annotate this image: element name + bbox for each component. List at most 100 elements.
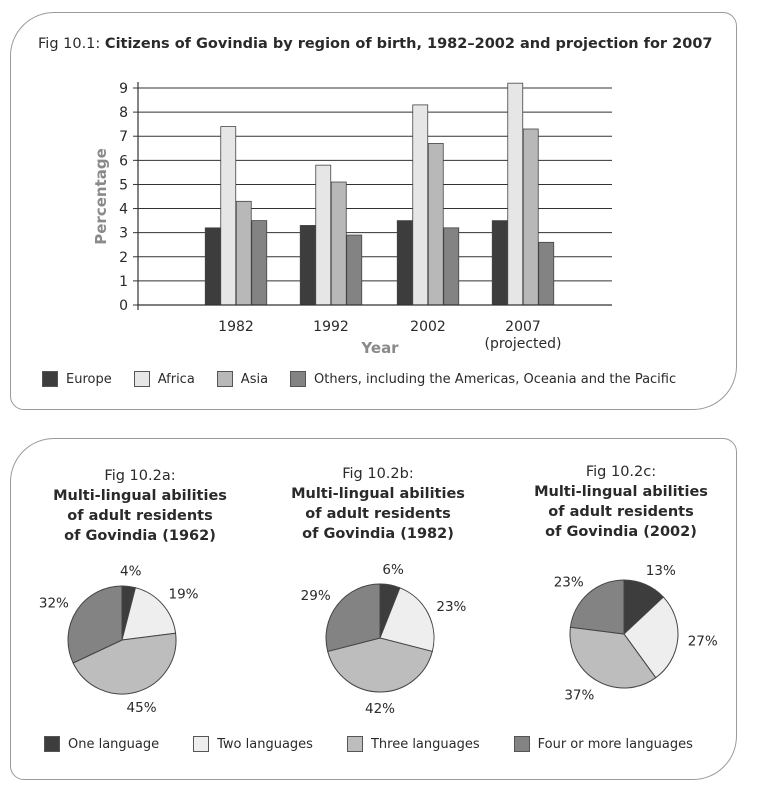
legend-label-europe: Europe	[66, 371, 112, 387]
pie-a-slice-three	[72, 632, 177, 695]
bar-others-2002	[443, 227, 460, 306]
y-tick-label: 6	[119, 153, 128, 169]
x-tick-label: 2007	[505, 319, 541, 335]
pie-a-slice-four	[67, 585, 123, 664]
pie-b-title-line-3: of Govindia (1982)	[302, 526, 454, 542]
legend-item-others: Others, including the Americas, Oceania …	[290, 371, 676, 387]
x-tick-label: 2002	[410, 319, 446, 335]
bar-others-2007	[538, 241, 555, 306]
pie-legend-item-three: Three languages	[346, 736, 480, 752]
y-tick-label: 3	[119, 226, 128, 242]
x-axis-label: Year	[360, 339, 399, 357]
pie-legend: One language Two languages Three languag…	[44, 736, 693, 752]
pie-b-slice-two	[379, 587, 435, 653]
bar-others-1982	[251, 220, 268, 306]
y-tick-label: 2	[119, 250, 128, 266]
bar-chart: 0 1 2 3 4 5 6 7 8 9 Percentage 1982 1992 2002 2007(pro…	[92, 81, 612, 357]
bar-europe-1992	[299, 225, 316, 306]
bar-chart-title: Fig 10.1: Citizens of Govindia by region…	[38, 36, 713, 52]
bar-chart-title-prefix: Fig 10.1:	[38, 36, 101, 52]
pie-legend-label-one: One language	[68, 736, 160, 752]
pie-a-title-line-1: Multi-lingual abilities	[53, 488, 227, 504]
bar-europe-2007	[491, 220, 508, 306]
pie-c-label-four: 23%	[554, 574, 584, 590]
pie-b-label-two: 23%	[436, 599, 466, 615]
pie-legend-swatch-two	[193, 736, 210, 752]
pie-a-label-two: 19%	[169, 587, 199, 603]
bar-africa-2002	[412, 104, 429, 306]
bar-africa-1982	[220, 126, 237, 306]
pie-b-slice-four	[325, 583, 381, 653]
bar-others-1992	[346, 234, 363, 306]
pie-legend-label-three: Three languages	[370, 736, 480, 752]
bar-legend: Europe Africa Asia Others, including the…	[42, 371, 676, 387]
y-tick-label: 1	[119, 274, 128, 290]
pie-legend-swatch-four	[513, 736, 530, 752]
pie-a-title-line-2: of adult residents	[67, 508, 213, 524]
legend-label-asia: Asia	[240, 371, 269, 387]
bar-africa-1992	[315, 164, 332, 306]
y-tick-label: 7	[119, 129, 128, 145]
pie-legend-item-four: Four or more languages	[513, 736, 693, 752]
pie-b-title-line-1: Multi-lingual abilities	[291, 486, 465, 502]
y-axis-label: Percentage	[92, 148, 110, 245]
legend-swatch-asia	[216, 371, 233, 387]
legend-item-asia: Asia	[216, 371, 269, 387]
bar-asia-2007	[522, 128, 539, 306]
bar-asia-1982	[235, 200, 252, 306]
bar-chart-title-text: Citizens of Govindia by region of birth,…	[104, 36, 713, 52]
x-tick-label: 1982	[218, 319, 254, 335]
bar-chart-panel	[10, 12, 737, 410]
bar-europe-1982	[204, 227, 221, 306]
bar-asia-2002	[427, 143, 444, 306]
pie-b-caption: Fig 10.2b:	[342, 466, 414, 482]
y-tick-label: 4	[119, 202, 128, 218]
pie-c-title-line-3: of Govindia (2002)	[545, 524, 697, 540]
pie-legend-swatch-one	[44, 736, 60, 752]
pie-a-label-four: 32%	[39, 595, 69, 611]
bar-africa-2007	[507, 82, 524, 306]
pie-c-title-line-2: of adult residents	[548, 504, 694, 520]
x-tick-label: 1992	[313, 319, 349, 335]
x-tick-sublabel: (projected)	[484, 336, 561, 352]
legend-swatch-africa	[133, 371, 150, 387]
pie-a-label-three: 45%	[127, 700, 157, 716]
y-tick-label: 9	[119, 81, 128, 97]
y-tick-label: 0	[119, 298, 128, 314]
legend-label-others: Others, including the Americas, Oceania …	[314, 371, 677, 387]
pie-c-slice-three	[569, 626, 657, 689]
pie-legend-swatch-three	[346, 736, 363, 752]
pie-legend-item-one: One language	[44, 736, 159, 752]
bar-asia-1992	[330, 181, 347, 306]
bar-europe-2002	[396, 220, 413, 306]
y-tick-label: 5	[119, 177, 128, 193]
pie-c-label-one: 13%	[646, 563, 676, 579]
pie-legend-item-two: Two languages	[193, 736, 313, 752]
pie-c-title-line-1: Multi-lingual abilities	[534, 484, 708, 500]
pie-b-title: Fig 10.2b: Multi-lingual abilities of ad…	[273, 464, 483, 544]
pie-b-slice-three	[327, 637, 433, 693]
y-tick-label: 8	[119, 105, 128, 121]
pie-a-title-line-3: of Govindia (1962)	[64, 528, 216, 544]
pie-c-title: Fig 10.2c: Multi-lingual abilities of ad…	[516, 462, 726, 542]
pie-legend-label-two: Two languages	[217, 736, 313, 752]
pie-b-label-one: 6%	[382, 562, 404, 578]
legend-item-africa: Africa	[133, 371, 195, 387]
pie-c-caption: Fig 10.2c:	[585, 464, 657, 480]
pie-a-label-one: 4%	[120, 564, 142, 580]
pie-b-label-three: 42%	[365, 701, 395, 717]
pie-b-label-four: 29%	[301, 588, 331, 604]
legend-swatch-others	[290, 371, 307, 387]
legend-swatch-europe	[42, 371, 58, 387]
pie-a-slice-two	[121, 587, 177, 641]
pie-charts: 4% 19% 45% 32% 6% 23% 42% 29% 13% 27% 37% 23%	[39, 562, 718, 717]
pie-c-slice-four	[569, 579, 625, 635]
legend-item-europe: Europe	[42, 371, 112, 387]
pie-a-caption: Fig 10.2a:	[104, 468, 176, 484]
pie-c-slice-two	[623, 596, 679, 679]
pie-c-label-two: 27%	[688, 634, 718, 650]
pie-legend-label-four: Four or more languages	[537, 736, 693, 752]
pie-c-label-three: 37%	[564, 687, 594, 703]
pie-b-title-line-2: of adult residents	[305, 506, 451, 522]
pie-a-title: Fig 10.2a: Multi-lingual abilities of ad…	[35, 466, 245, 546]
